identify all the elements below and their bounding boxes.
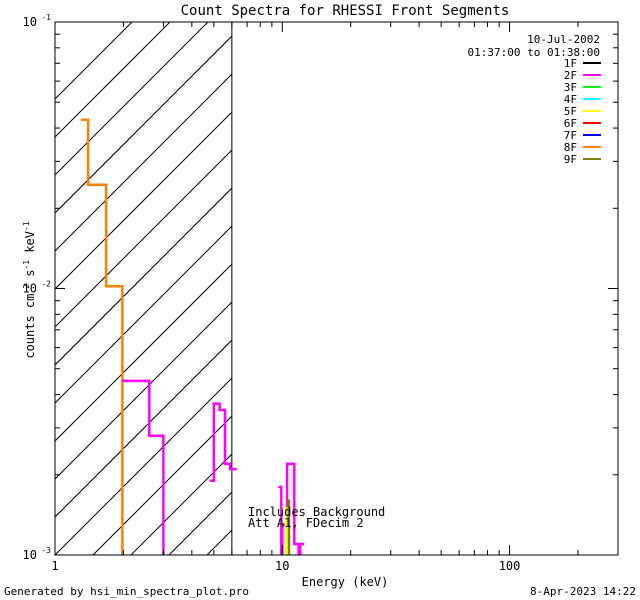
hatch-line <box>55 339 232 518</box>
y-axis-label: counts cm-2 s-1 keV-1 <box>22 221 37 358</box>
legend-label: 9F <box>564 153 577 166</box>
hatch-line <box>55 187 232 366</box>
generated-by-label: Generated by hsi_min_spectra_plot.pro <box>4 585 249 598</box>
hatch-line <box>549 15 640 555</box>
hatch-line <box>55 73 232 252</box>
legend-label: 7F <box>564 129 577 142</box>
x-tick-label: 100 <box>499 559 521 573</box>
hatch-line <box>473 15 640 555</box>
series-line <box>209 402 237 482</box>
hatch-line <box>245 15 640 555</box>
plot-frame <box>54 21 619 556</box>
hatch-line <box>283 15 640 555</box>
y-tick-exponent: -2 <box>41 280 51 289</box>
hatch-line <box>55 263 232 442</box>
hatch-line <box>55 301 232 480</box>
hatch-line <box>55 35 232 214</box>
y-tick-exponent: -1 <box>41 13 51 22</box>
series-group <box>80 118 305 555</box>
annotation-attenuator: Att A1, FDecim 2 <box>248 516 364 530</box>
annotation-background: Includes Background <box>248 505 385 519</box>
chart-title: Count Spectra for RHESSI Front Segments <box>181 3 510 19</box>
series-line <box>80 118 124 555</box>
hatch-line <box>55 111 232 290</box>
series-line <box>287 499 291 555</box>
series-line <box>278 462 305 555</box>
hatch-line <box>55 22 171 138</box>
y-tick-label: 10 <box>23 548 37 562</box>
x-tick-label: 1 <box>51 559 58 573</box>
hatch-line <box>397 15 640 555</box>
axes: 1 10 100 10 -1 10 -2 10 -3 <box>23 13 619 573</box>
y-tick-label: 10 <box>23 15 37 29</box>
legend-label: 6F <box>564 117 577 130</box>
legend-label: 4F <box>564 93 577 106</box>
series-line <box>122 379 165 555</box>
hatch-line <box>55 22 209 176</box>
legend-label: 5F <box>564 105 577 118</box>
hatch-lines <box>55 15 640 555</box>
y-tick-exponent: -3 <box>41 546 51 555</box>
x-axis-label: Energy (keV) <box>302 575 389 589</box>
hatch-line <box>55 377 232 555</box>
hatched-region <box>55 15 640 555</box>
hatch-line <box>55 149 232 328</box>
hatch-line <box>321 15 640 555</box>
legend-label: 8F <box>564 141 577 154</box>
date-label: 10-Jul-2002 <box>527 33 600 46</box>
legend-label: 1F <box>564 57 577 70</box>
series-line <box>284 506 288 555</box>
hatch-line <box>435 15 640 555</box>
y-tick-label: 10 <box>23 282 37 296</box>
hatch-line <box>55 225 232 404</box>
hatch-line <box>92 415 232 555</box>
timestamp-label: 8-Apr-2023 14:22 <box>530 585 636 598</box>
hatch-line <box>359 15 640 555</box>
hatch-line <box>130 453 232 555</box>
legend-label: 3F <box>564 81 577 94</box>
x-tick-label: 10 <box>275 559 289 573</box>
time-range-label: 01:37:00 to 01:38:00 <box>468 46 600 59</box>
series-layer <box>80 118 305 555</box>
legend-label: 2F <box>564 69 577 82</box>
